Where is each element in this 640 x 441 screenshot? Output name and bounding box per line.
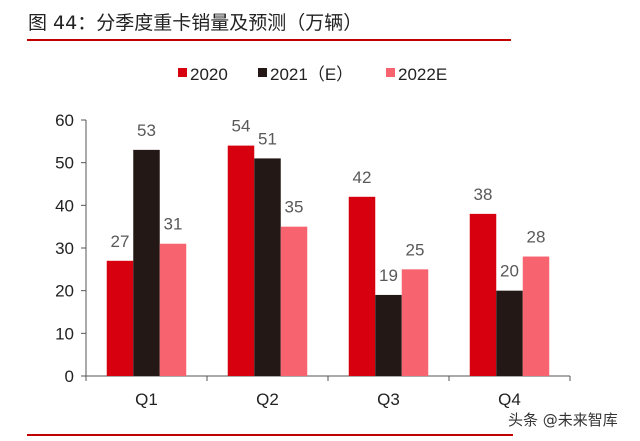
x-tick-label: Q1	[135, 390, 158, 409]
y-tick-label: 50	[55, 154, 74, 173]
legend-swatch-2022E	[386, 68, 395, 77]
y-tick-label: 30	[55, 239, 74, 258]
legend-swatch-2020	[178, 68, 187, 77]
data-label: 19	[379, 266, 398, 285]
data-label: 54	[232, 117, 251, 136]
figure-title: 图 44：分季度重卡销量及预测（万辆）	[28, 12, 363, 34]
bar-2020-Q1	[106, 260, 134, 376]
bar-2020-Q4	[469, 213, 497, 376]
data-label: 51	[258, 129, 277, 148]
bar-2020-Q2	[227, 145, 255, 376]
bar-2022E-Q3	[401, 269, 429, 376]
title-underline	[27, 39, 511, 41]
data-label: 31	[164, 215, 183, 234]
data-label: 38	[474, 185, 493, 204]
bottom-rule	[27, 434, 513, 436]
legend-label: 2020	[190, 65, 228, 84]
bar-2022E-Q2	[280, 226, 308, 376]
bar-2021（E）-Q4	[496, 290, 523, 376]
x-tick-label: Q3	[377, 390, 400, 409]
y-tick-label: 0	[65, 367, 74, 386]
x-tick-label: Q4	[498, 390, 521, 409]
data-label: 53	[137, 121, 156, 140]
legend-label: 2022E	[398, 65, 447, 84]
bar-2021（E）-Q3	[375, 294, 402, 376]
data-label: 27	[111, 232, 130, 251]
bar-2022E-Q1	[159, 243, 187, 376]
legend-swatch-2021（E）	[258, 68, 267, 77]
bar-2021（E）-Q2	[254, 158, 281, 376]
data-label: 20	[500, 262, 519, 281]
data-label: 25	[406, 240, 425, 259]
watermark: 头条 @未来智库	[508, 411, 618, 429]
y-tick-label: 40	[55, 196, 74, 215]
legend-label: 2021（E）	[270, 65, 353, 84]
x-tick-label: Q2	[256, 390, 279, 409]
bar-2021（E）-Q1	[133, 149, 160, 376]
data-label: 35	[285, 198, 304, 217]
y-tick-label: 60	[55, 111, 74, 130]
data-label: 28	[527, 228, 546, 247]
y-tick-label: 10	[55, 324, 74, 343]
bar-2020-Q3	[348, 196, 376, 376]
y-tick-label: 20	[55, 282, 74, 301]
data-label: 42	[353, 168, 372, 187]
bar-2022E-Q4	[522, 256, 550, 376]
